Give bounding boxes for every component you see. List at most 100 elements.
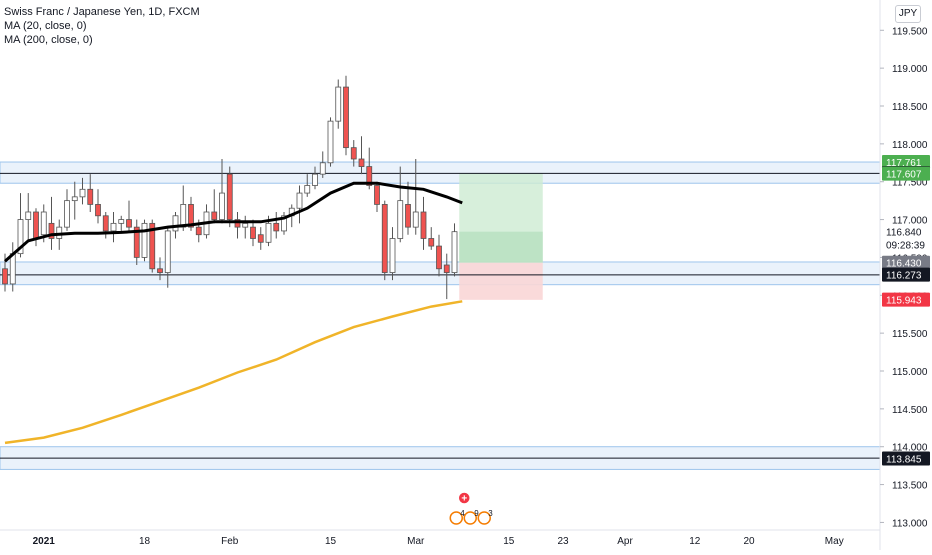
candle-body xyxy=(110,222,117,232)
price-tag xyxy=(882,267,930,282)
loss-zone xyxy=(459,262,543,300)
candle-body xyxy=(17,219,24,255)
candle-body xyxy=(381,204,388,273)
candle-body xyxy=(374,185,380,205)
candle-body xyxy=(48,222,55,239)
bar-countdown: 09:28:39 xyxy=(886,241,925,252)
candle-body xyxy=(412,211,419,228)
candle-body xyxy=(281,215,287,232)
candle-body xyxy=(420,211,427,239)
candle-body xyxy=(397,200,404,239)
price-tick-label: 119.000 xyxy=(892,64,928,75)
price-tick-label: 113.000 xyxy=(892,518,928,529)
currency-button[interactable]: JPY xyxy=(895,5,921,23)
price-tag-label: 113.845 xyxy=(886,454,922,465)
price-tick-label: 114.000 xyxy=(892,443,928,454)
support-resistance-zone xyxy=(0,161,881,184)
ma20-legend[interactable]: MA (20, close, 0) xyxy=(4,20,87,32)
candle-body xyxy=(102,215,109,232)
candle-body xyxy=(40,211,47,236)
candle-body xyxy=(79,188,86,198)
candle-body xyxy=(250,226,256,239)
symbol-title[interactable]: Swiss Franc / Japanese Yen, 1D, FXCM xyxy=(4,6,200,18)
time-tick-label: 12 xyxy=(689,536,701,547)
event-marker-count: 9 xyxy=(474,509,479,518)
candle-body xyxy=(180,204,187,228)
ma20-line xyxy=(4,181,463,263)
candle-body xyxy=(358,158,365,167)
price-tag-label: 115.943 xyxy=(886,296,922,307)
event-badge-label: + xyxy=(461,494,467,505)
candle-body xyxy=(296,192,303,209)
time-tick-label: May xyxy=(825,536,844,547)
candle-body xyxy=(327,120,334,164)
candle-body xyxy=(71,196,78,202)
time-tick-label: 18 xyxy=(139,536,151,547)
candle-body xyxy=(126,219,132,228)
event-marker xyxy=(463,511,477,525)
price-tick-label: 114.500 xyxy=(892,405,928,416)
candle-body xyxy=(188,204,194,228)
event-marker xyxy=(477,511,491,525)
candle-body xyxy=(366,166,373,186)
candle-body xyxy=(389,238,396,273)
candle-body xyxy=(234,219,241,228)
candle-body xyxy=(195,226,202,236)
candle-body xyxy=(157,268,163,273)
price-tag xyxy=(882,451,930,466)
candle-body xyxy=(87,188,94,205)
price-tick-label: 115.000 xyxy=(892,367,928,378)
time-tick-label: 2021 xyxy=(33,536,56,547)
event-marker xyxy=(449,511,463,525)
time-tick-label: 23 xyxy=(557,536,569,547)
candle-body xyxy=(219,192,225,220)
ma200-legend[interactable]: MA (200, close, 0) xyxy=(4,34,93,46)
candle-body xyxy=(335,86,342,122)
candle-body xyxy=(172,215,179,232)
candle-body xyxy=(443,264,450,273)
candle-body xyxy=(257,234,264,243)
price-tag-label: 117.761 xyxy=(886,158,922,169)
time-tick-label: 15 xyxy=(503,536,515,547)
profit-zone-filled xyxy=(459,231,543,263)
time-tick-label: Mar xyxy=(407,536,425,547)
candle-body xyxy=(64,200,70,228)
price-tag xyxy=(882,255,930,270)
price-tick-label: 118.000 xyxy=(892,140,928,151)
candle-body xyxy=(33,211,39,239)
candle-body xyxy=(141,222,148,258)
candle-body xyxy=(304,185,311,194)
event-badge xyxy=(457,491,471,505)
time-tick-label: 15 xyxy=(325,536,337,547)
time-tick-label: Apr xyxy=(617,536,633,547)
candle-body xyxy=(164,230,171,273)
candle-body xyxy=(343,86,349,149)
candle-body xyxy=(211,211,218,220)
candle-body xyxy=(2,268,8,285)
time-tick-label: 20 xyxy=(743,536,755,547)
price-tick-label: 119.500 xyxy=(892,26,928,37)
event-marker-count: 3 xyxy=(488,509,493,518)
price-tag-label: 116.273 xyxy=(886,271,922,282)
chart-legend: Swiss Franc / Japanese Yen, 1D, FXCM MA … xyxy=(4,5,200,47)
candle-body xyxy=(133,226,140,258)
candle-body xyxy=(428,238,435,247)
price-tag xyxy=(882,166,930,181)
candle-body xyxy=(242,222,249,228)
candle-body xyxy=(25,211,32,220)
candle-body xyxy=(273,222,280,232)
candle-body xyxy=(95,204,101,217)
candle-body xyxy=(312,173,318,186)
price-tick-label: 115.500 xyxy=(892,329,928,340)
price-tag xyxy=(882,292,930,307)
price-tick-label: 117.500 xyxy=(892,178,928,189)
candle-body xyxy=(226,173,233,220)
price-tag xyxy=(882,154,930,169)
price-tag-label: 117.607 xyxy=(886,170,922,181)
candle-body xyxy=(9,253,16,285)
candle-body xyxy=(451,231,458,273)
time-tick-label: Feb xyxy=(221,536,239,547)
candle-body xyxy=(350,147,357,160)
